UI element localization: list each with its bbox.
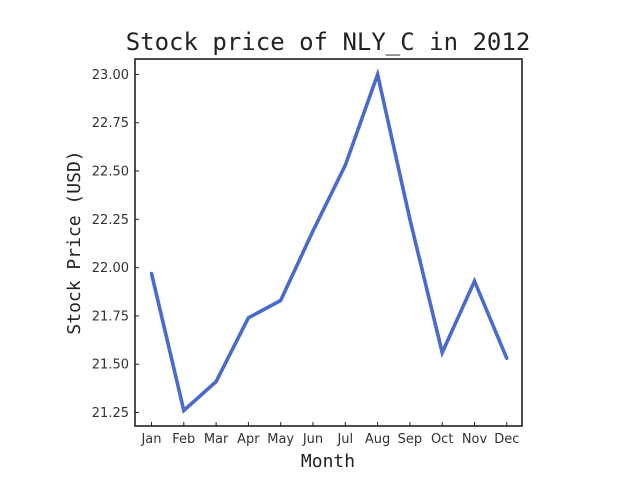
data-point <box>311 229 315 233</box>
y-tick-label: 23.00 <box>92 68 129 83</box>
x-tick-label: Apr <box>237 432 260 447</box>
y-tick-label: 22.25 <box>92 213 129 228</box>
x-tick-label: Aug <box>365 432 390 447</box>
data-point <box>343 163 347 167</box>
x-tick-label: Sep <box>398 432 423 447</box>
y-tick-label: 22.50 <box>92 165 129 180</box>
x-tick-label: Feb <box>172 432 195 447</box>
x-tick-label: Jun <box>302 432 323 447</box>
data-point <box>505 356 509 360</box>
data-point <box>472 279 477 283</box>
data-point <box>376 72 380 77</box>
y-tick-label: 21.50 <box>92 358 129 373</box>
data-point <box>279 298 283 303</box>
x-tick-label: Oct <box>431 432 453 447</box>
x-axis: Jan Feb Mar Apr May Jun Jul Aug Sep Oct Nov Dec <box>140 422 519 447</box>
y-tick-label: 21.25 <box>92 406 129 421</box>
data-point <box>149 271 154 276</box>
plot-frame <box>134 58 523 427</box>
y-tick-label: 22.00 <box>92 261 129 276</box>
data-point <box>214 379 218 384</box>
x-tick-label: Nov <box>462 432 488 447</box>
x-tick-label: May <box>267 432 294 447</box>
y-axis-label: Stock Price (USD) <box>64 150 85 334</box>
data-point <box>182 408 186 413</box>
y-axis: 21.25 21.50 21.75 22.00 22.25 22.50 22.75 23.00 <box>92 68 139 421</box>
x-tick-label: Jan <box>140 432 161 447</box>
y-tick-label: 21.75 <box>92 309 129 324</box>
data-point <box>440 351 444 355</box>
series-layer <box>149 68 509 414</box>
data-point <box>408 217 412 221</box>
x-tick-label: Dec <box>494 432 519 447</box>
data-point <box>246 316 250 320</box>
y-tick-label: 22.75 <box>92 116 129 131</box>
x-tick-label: Jul <box>336 432 353 447</box>
chart-title: Stock price of NLY_C in 2012 <box>126 28 531 56</box>
x-tick-label: Mar <box>204 432 229 447</box>
series-line <box>149 68 509 414</box>
x-axis-label: Month <box>301 451 355 472</box>
